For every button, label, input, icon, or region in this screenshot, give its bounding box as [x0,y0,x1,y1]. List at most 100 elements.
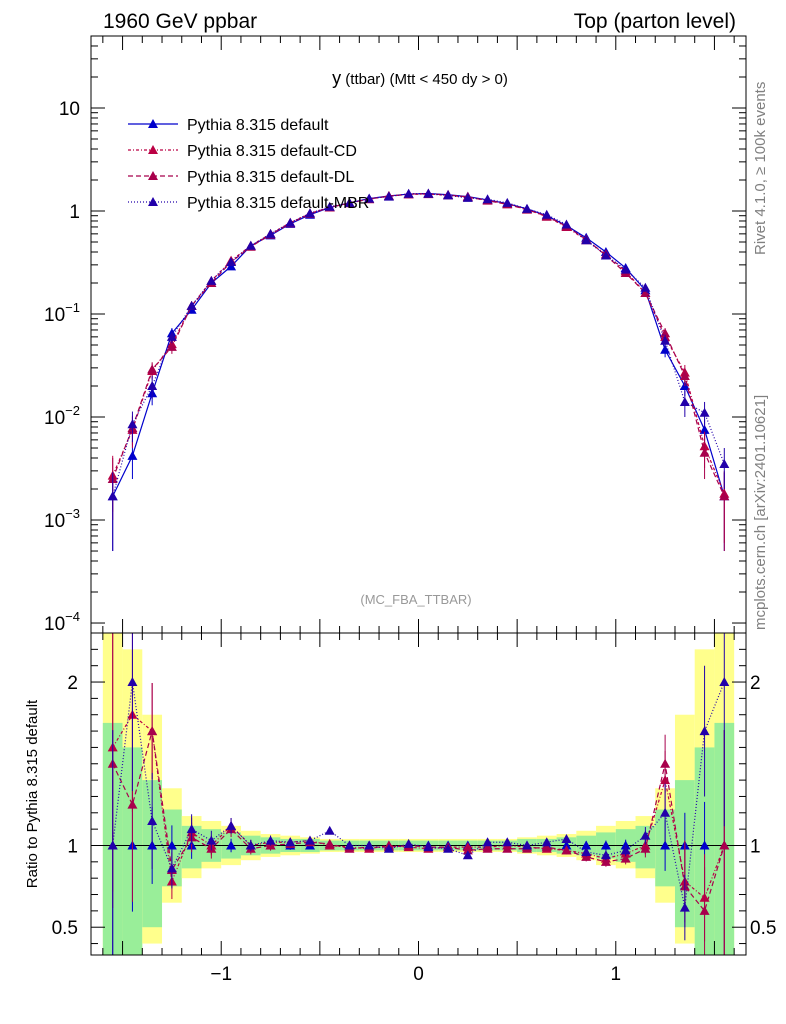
ratio-point [600,850,611,860]
ratio-point [166,863,177,873]
data-point [127,419,138,429]
data-point [640,282,651,292]
main-axis-ticks [91,35,746,633]
data-point [285,217,296,227]
ratio-point [127,799,138,809]
legend-marker [148,119,158,128]
y-tick-label: 10−4 [44,609,80,635]
header-right: Top (parton level) [574,10,736,33]
data-point [699,447,710,457]
data-point [482,194,493,204]
legend-marker [148,197,158,206]
ratio-point [699,840,710,850]
main-plot-title: y (ttbar) (Mtt < 450 dy > 0) [332,68,508,88]
series-line [112,192,725,497]
legend-label: Pythia 8.315 default-CD [187,143,357,160]
ratio-y-tick-label-right: 0.5 [750,918,776,939]
x-tick-label: 1 [611,964,622,985]
ratio-point [443,843,454,853]
ratio-series-3 [107,633,730,955]
analysis-watermark: (MC_FBA_TTBAR) [360,592,471,607]
ratio-point [640,843,651,853]
ratio-point [324,838,335,848]
ratio-line [112,681,725,908]
ratio-point [324,825,335,835]
ratio-point [522,840,533,850]
series-1 [107,189,730,543]
ratio-point [186,824,197,834]
series-line [112,193,725,494]
ratio-line [112,730,725,913]
data-point [719,491,730,501]
legend-label: Pythia 8.315 default [187,117,329,134]
ratio-point [265,835,276,845]
data-point [245,240,256,250]
ratio-point [581,847,592,857]
legend-marker [148,145,158,154]
header-left: 1960 GeV ppbar [103,10,257,33]
y-tick-label: 1 [69,202,80,223]
ratio-point [344,840,355,850]
ratio-point [285,837,296,847]
y-tick-label: 10−3 [44,506,80,532]
data-point [324,201,335,211]
legend-label: Pythia 8.315 default-DL [187,169,354,186]
ratio-plot-panel: 0.5 0.5 1 1 2 2 −1 0 1 Ratio to Pythia 8.315 def… [24,632,777,985]
ratio-data-layer [107,633,730,955]
ratio-point [304,835,315,845]
ratio-point [660,840,671,850]
ratio-point [600,856,611,866]
ratio-point [226,820,237,830]
ratio-point [226,840,237,850]
data-point [226,256,237,266]
data-point [462,192,473,202]
ratio-y-tick-label-left: 0.5 [52,918,78,939]
main-plot-panel: 10 1 10−1 10−2 10−3 10−4 y (ttbar) (Mtt < 450… [44,35,747,635]
ratio-uncertainty-bands [91,633,746,955]
ratio-point [107,840,118,850]
data-point [640,287,651,297]
ratio-point [127,677,138,687]
data-point [364,193,375,203]
data-point [541,209,552,219]
ratio-point [147,726,158,736]
ratio-point [403,838,414,848]
ratio-point [561,840,572,850]
ratio-point [600,840,611,850]
ratio-tick-labels: 0.5 0.5 1 1 2 2 −1 0 1 [52,673,777,985]
data-point [107,491,118,501]
ratio-y-tick-label-right: 1 [750,836,761,857]
ratio-point [482,837,493,847]
series-0 [107,188,730,552]
data-point [660,344,671,354]
mcplots-label: mcplots.cern.ch [arXiv:2401.10621] [752,395,769,630]
data-point [166,331,177,341]
ratio-point [462,850,473,860]
data-point [581,235,592,245]
ratio-point [541,842,552,852]
ratio-point [166,840,177,850]
ratio-point [502,843,513,853]
data-point [206,275,217,285]
data-point [147,381,158,391]
series-2 [107,188,730,552]
ratio-point [620,845,631,855]
x-tick-label: −1 [210,964,232,985]
ratio-point [581,840,592,850]
ratio-point [719,840,730,850]
ratio-point [364,840,375,850]
ratio-point [660,807,671,817]
ratio-plot-frame [90,632,747,956]
data-point [304,208,315,218]
ratio-point [206,835,217,845]
data-point [522,203,533,213]
ratio-point [679,902,690,912]
data-point [679,371,690,381]
ratio-point [719,677,730,687]
ratio-y-tick-label-right: 2 [750,673,761,694]
data-point [679,396,690,406]
data-point [600,250,611,260]
ratio-y-tick-label-left: 2 [67,673,78,694]
rivet-label: Rivet 4.1.0, ≥ 100k events [752,82,769,255]
